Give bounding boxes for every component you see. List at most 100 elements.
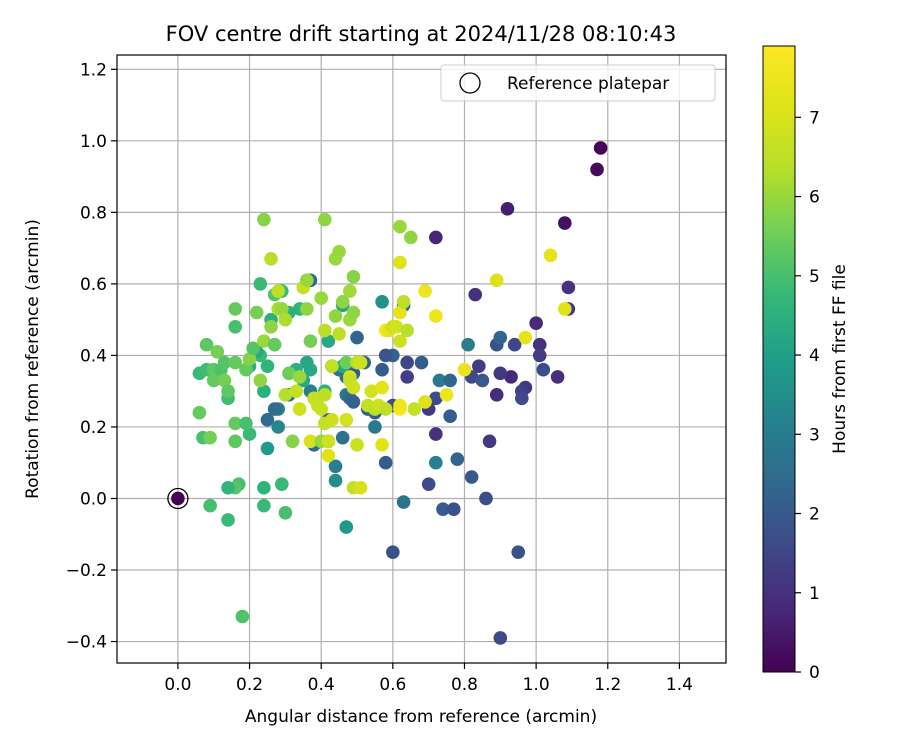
colorbar-tick-label: 5 <box>809 267 820 287</box>
scatter-point <box>321 434 336 449</box>
scatter-point <box>221 480 235 495</box>
scatter-point <box>257 212 271 227</box>
scatter-point <box>368 420 382 434</box>
scatter-point <box>217 373 232 388</box>
colorbar-tick-label: 1 <box>809 584 820 604</box>
reference-marker <box>167 487 189 510</box>
scatter-point <box>339 520 354 534</box>
scatter-point <box>493 631 508 645</box>
x-tick-label: 0.4 <box>308 675 335 695</box>
scatter-point <box>321 448 336 463</box>
scatter-point <box>364 384 379 398</box>
scatter-point <box>429 427 443 441</box>
y-tick-label: 0.8 <box>80 203 107 223</box>
scatter-point <box>400 370 414 384</box>
scatter-point <box>468 287 483 302</box>
scatter-point <box>267 337 282 352</box>
scatter-point <box>550 370 565 384</box>
scatter-point <box>292 402 307 416</box>
scatter-point <box>432 373 447 388</box>
x-tick-label: 0.8 <box>451 675 478 695</box>
scatter-point <box>375 294 389 309</box>
scatter-point <box>429 230 443 245</box>
scatter-point <box>414 355 429 370</box>
scatter-point <box>429 391 443 406</box>
scatter-point <box>242 352 257 366</box>
scatter-point <box>346 305 361 320</box>
scatter-point <box>317 387 332 402</box>
scatter-point <box>518 330 533 345</box>
colorbar-gradient <box>762 45 796 673</box>
scatter-point <box>346 380 361 395</box>
scatter-point <box>314 291 328 306</box>
scatter-point <box>260 359 275 373</box>
scatter-point <box>267 402 282 416</box>
scatter-point <box>246 341 260 356</box>
y-tick-label: −0.2 <box>66 561 107 581</box>
scatter-point <box>507 337 522 352</box>
scatter-point <box>353 355 368 370</box>
y-tick-label: 0.4 <box>80 346 107 366</box>
scatter-point <box>489 387 504 402</box>
colorbar-tick-label: 7 <box>809 108 820 128</box>
scatter-point <box>300 273 314 288</box>
scatter-point <box>339 355 354 370</box>
scatter-point <box>249 305 264 320</box>
y-tick-label: 0.0 <box>80 489 107 509</box>
scatter-point <box>228 416 243 431</box>
scatter-point <box>221 513 235 527</box>
scatter-point <box>532 348 547 363</box>
scatter-point <box>393 334 407 348</box>
scatter-point <box>271 284 286 298</box>
scatter-point <box>228 355 243 370</box>
scatter-point <box>339 413 354 427</box>
scatter-point <box>228 302 243 316</box>
scatter-point <box>593 141 608 155</box>
scatter-point <box>346 395 361 409</box>
scatter-point <box>450 452 465 466</box>
scatter-point <box>217 355 232 370</box>
scatter-point <box>375 380 389 395</box>
colorbar-tick-label: 4 <box>809 346 820 366</box>
scatter-point <box>429 309 443 323</box>
scatter-point <box>350 438 364 452</box>
scatter-point <box>557 302 572 316</box>
scatter-point <box>536 362 551 377</box>
legend-marker <box>459 72 481 94</box>
scatter-point <box>479 491 493 506</box>
reference-ring <box>167 487 189 510</box>
scatter-point <box>418 395 432 409</box>
scatter-points <box>192 141 608 645</box>
scatter-point <box>418 284 432 298</box>
y-tick-label: 0.2 <box>80 418 107 438</box>
scatter-point <box>242 427 257 441</box>
scatter-point <box>274 477 289 491</box>
scatter-point <box>210 345 225 359</box>
scatter-point <box>511 545 526 559</box>
x-tick-label: 1.4 <box>666 675 693 695</box>
scatter-point <box>303 334 318 348</box>
scatter-point <box>264 320 278 334</box>
scatter-point <box>317 212 332 227</box>
scatter-point <box>303 434 318 449</box>
scatter-point <box>271 420 286 434</box>
scatter-point <box>257 498 271 513</box>
scatter-point <box>557 216 572 230</box>
legend: Reference platepar <box>440 64 716 102</box>
scatter-point <box>472 359 486 373</box>
scatter-point <box>443 373 457 388</box>
scatter-point <box>375 438 389 452</box>
scatter-point <box>493 330 508 345</box>
scatter-point <box>396 294 411 309</box>
scatter-point <box>221 384 235 398</box>
scatter-point <box>482 434 497 449</box>
scatter-point <box>239 416 253 431</box>
scatter-point <box>378 402 393 416</box>
scatter-point <box>260 441 275 456</box>
scatter-point <box>332 327 346 341</box>
scatter-point <box>289 384 303 398</box>
scatter-point <box>461 337 475 352</box>
scatter-point <box>314 402 328 416</box>
scatter-point <box>325 413 339 427</box>
scatter-point <box>321 334 336 348</box>
